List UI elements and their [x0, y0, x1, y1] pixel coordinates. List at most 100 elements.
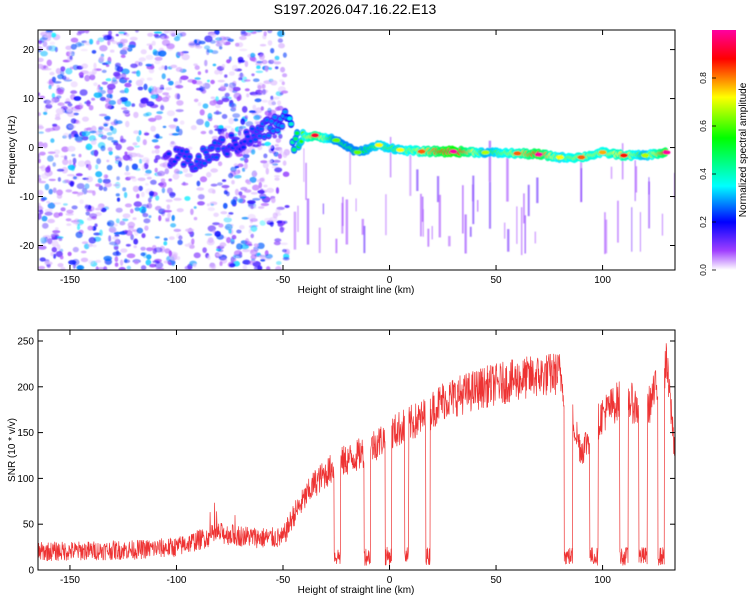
noise-speckle	[95, 130, 104, 136]
noise-speckle	[231, 64, 238, 72]
noise-speckle	[184, 173, 193, 178]
noise-speckle	[240, 186, 248, 191]
spectral-streak	[293, 211, 297, 250]
noise-speckle	[45, 30, 54, 33]
noise-speckle	[280, 66, 286, 73]
x-tick-label: -50	[276, 275, 291, 286]
noise-speckle	[154, 60, 161, 65]
noise-speckle	[223, 217, 232, 223]
noise-speckle	[87, 163, 92, 171]
noise-speckle	[57, 88, 64, 95]
noise-speckle	[72, 191, 79, 194]
noise-speckle	[191, 238, 195, 245]
spectral-streak	[345, 199, 349, 245]
noise-speckle	[238, 251, 243, 258]
ridge-core	[258, 127, 264, 131]
noise-speckle	[257, 242, 265, 249]
ridge-peak	[619, 153, 628, 158]
noise-speckle	[147, 32, 154, 37]
noise-speckle	[178, 235, 183, 240]
noise-speckle	[95, 266, 99, 270]
noise-speckle	[249, 110, 258, 114]
noise-speckle	[107, 136, 114, 141]
noise-speckle	[146, 77, 153, 81]
noise-speckle	[284, 205, 290, 208]
noise-speckle	[171, 259, 176, 267]
noise-speckle	[77, 30, 86, 34]
ridge-core	[264, 118, 270, 122]
noise-speckle	[98, 126, 105, 130]
noise-speckle	[112, 77, 117, 83]
noise-speckle	[148, 215, 152, 219]
noise-speckle	[170, 64, 178, 69]
noise-speckle	[48, 178, 56, 182]
noise-speckle	[266, 187, 275, 193]
x-tick-label: -50	[276, 575, 291, 586]
noise-speckle	[159, 163, 167, 167]
noise-speckle	[256, 179, 261, 183]
noise-speckle	[58, 212, 63, 217]
noise-speckle	[115, 218, 120, 224]
noise-speckle	[275, 106, 281, 111]
noise-speckle	[282, 256, 290, 261]
noise-speckle	[277, 30, 285, 37]
noise-speckle	[195, 45, 203, 49]
colorbar-tick-label: 0.2	[698, 216, 708, 228]
noise-speckle	[173, 228, 182, 232]
noise-speckle	[53, 212, 60, 218]
spectral-streak	[448, 236, 451, 247]
noise-speckle	[49, 71, 55, 76]
noise-speckle	[144, 225, 149, 231]
noise-speckle	[131, 103, 136, 107]
noise-speckle	[282, 160, 287, 166]
noise-speckle	[196, 187, 205, 191]
noise-speckle	[243, 79, 251, 82]
snr-background	[38, 330, 675, 570]
noise-speckle	[38, 166, 44, 169]
noise-speckle	[95, 171, 103, 178]
ridge-core	[179, 149, 185, 153]
noise-speckle	[53, 253, 57, 259]
noise-speckle	[115, 250, 120, 256]
noise-speckle	[106, 164, 113, 171]
noise-speckle	[285, 251, 290, 255]
noise-speckle	[154, 236, 160, 239]
noise-speckle	[42, 222, 49, 229]
noise-speckle	[81, 63, 89, 69]
noise-speckle	[115, 238, 119, 245]
y-tick-label: 0	[28, 143, 34, 154]
noise-speckle	[190, 125, 197, 131]
noise-speckle	[115, 207, 123, 213]
noise-speckle	[75, 120, 81, 125]
noise-speckle	[242, 264, 248, 270]
noise-speckle	[124, 82, 132, 88]
noise-speckle	[103, 186, 108, 192]
noise-speckle	[62, 158, 69, 166]
noise-speckle	[263, 153, 268, 159]
noise-speckle	[259, 177, 265, 182]
noise-speckle	[69, 55, 73, 60]
noise-speckle	[80, 257, 89, 263]
noise-speckle	[122, 47, 131, 51]
noise-speckle	[72, 246, 79, 253]
spectral-streak	[580, 168, 583, 202]
noise-speckle	[244, 162, 248, 170]
noise-speckle	[92, 244, 97, 248]
noise-speckle	[259, 43, 267, 47]
noise-speckle	[170, 254, 177, 261]
noise-speckle	[275, 138, 281, 144]
noise-speckle	[273, 241, 281, 246]
colorbar-gradient	[712, 30, 736, 270]
noise-speckle	[46, 263, 51, 268]
noise-speckle	[245, 238, 250, 245]
noise-speckle	[204, 45, 211, 50]
noise-speckle	[218, 223, 224, 228]
noise-speckle	[122, 38, 128, 44]
noise-speckle	[135, 79, 144, 87]
noise-speckle	[89, 38, 94, 45]
noise-speckle	[215, 104, 221, 109]
noise-speckle	[86, 217, 93, 221]
noise-speckle	[44, 261, 53, 265]
noise-speckle	[93, 62, 97, 69]
